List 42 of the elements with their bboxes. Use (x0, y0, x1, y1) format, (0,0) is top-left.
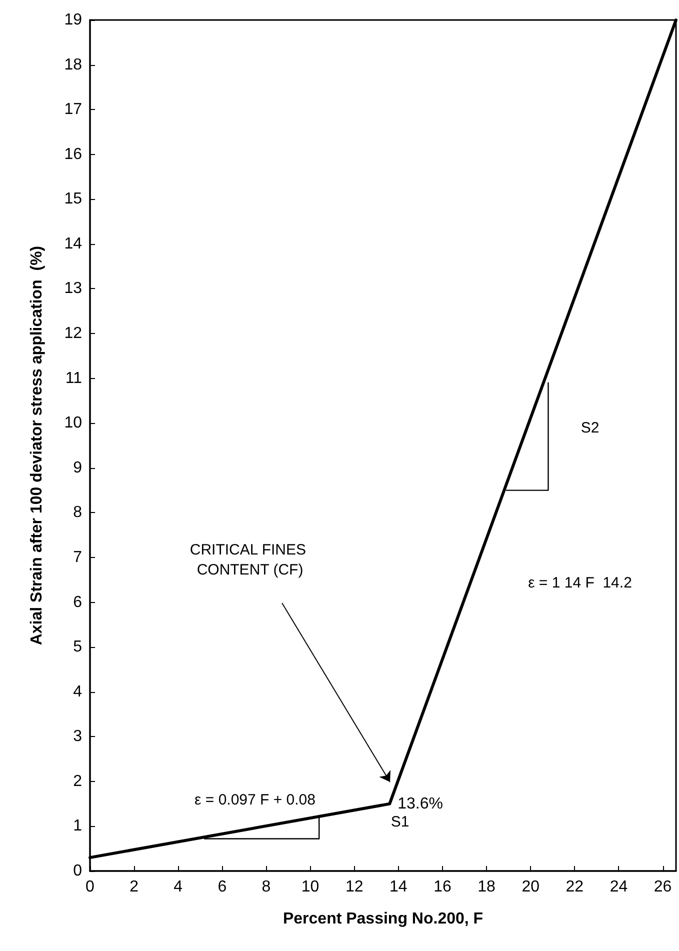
y-tick-label: 16 (64, 146, 82, 163)
x-tick-label: 6 (218, 878, 227, 896)
x-tick-label: 4 (174, 878, 183, 896)
annotation: 13.6% (398, 795, 443, 812)
y-tick-label: 5 (73, 638, 82, 656)
annotation: S1 (390, 814, 410, 830)
y-tick-label: 7 (73, 548, 82, 566)
y-axis-title: Axial Strain after 100 deviator stress application (%) (28, 246, 46, 646)
annotation: ε = 1 14 F 14.2 (528, 574, 632, 592)
x-tick-label: 8 (262, 878, 271, 896)
x-tick-label: 10 (301, 878, 320, 896)
y-tick-label: 6 (73, 594, 82, 611)
y-tick-label: 18 (64, 56, 82, 74)
y-tick-label: 13 (64, 280, 82, 298)
annotation: ε = 0.097 F + 0.08 (194, 792, 316, 808)
annotation: CRITICAL FINES CONTENT (CF) (190, 542, 310, 578)
x-tick-label: 12 (345, 878, 364, 896)
x-axis-title: Percent Passing No.200, F (282, 910, 484, 928)
y-tick-label: 12 (64, 325, 82, 342)
x-tick-label: 18 (478, 878, 496, 896)
x-tick-label: 0 (86, 878, 95, 896)
y-tick-label: 9 (73, 459, 82, 476)
y-tick-label: 3 (73, 728, 82, 746)
x-tick-label: 20 (522, 878, 540, 896)
x-tick-label: 16 (434, 878, 452, 896)
y-tick-label: 8 (73, 504, 82, 522)
y-tick-label: 19 (64, 12, 82, 28)
y-tick-label: 15 (64, 190, 82, 208)
x-tick-label: 14 (390, 878, 408, 896)
y-tick-label: 2 (73, 772, 82, 790)
y-tick-label: 10 (64, 414, 82, 432)
x-tick-label: 26 (654, 878, 672, 896)
x-tick-label: 22 (566, 878, 584, 896)
y-tick-label: 1 (73, 818, 82, 835)
y-tick-label: 17 (64, 101, 82, 118)
y-tick-label: 0 (73, 862, 82, 880)
y-tick-label: 14 (64, 235, 82, 252)
annotation: S2 (580, 420, 600, 436)
x-tick-label: 24 (610, 878, 628, 896)
y-tick-label: 4 (73, 683, 82, 700)
x-tick-label: 2 (130, 878, 139, 896)
y-tick-label: 11 (65, 370, 82, 387)
